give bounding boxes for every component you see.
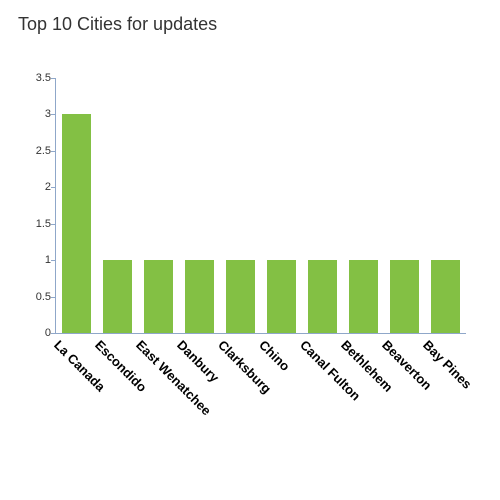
y-tick-label: 3.5 <box>21 72 51 84</box>
y-tick-label: 1.5 <box>21 218 51 230</box>
y-tick-label: 3 <box>21 108 51 120</box>
bar <box>185 260 215 333</box>
y-tick-mark <box>51 114 56 115</box>
bar <box>308 260 338 333</box>
y-tick-label: 2.5 <box>21 145 51 157</box>
bar <box>390 260 420 333</box>
bar <box>267 260 297 333</box>
chart-title: Top 10 Cities for updates <box>0 0 500 43</box>
y-tick-label: 2 <box>21 181 51 193</box>
y-tick-label: 1 <box>21 254 51 266</box>
chart-area: 00.511.522.533.5La CanadaEscondidoEast W… <box>55 78 465 333</box>
y-tick-mark <box>51 78 56 79</box>
y-tick-mark <box>51 187 56 188</box>
y-tick-label: 0 <box>21 327 51 339</box>
y-tick-label: 0.5 <box>21 291 51 303</box>
bar <box>431 260 461 333</box>
y-tick-mark <box>51 260 56 261</box>
y-tick-mark <box>51 297 56 298</box>
plot-area: 00.511.522.533.5La CanadaEscondidoEast W… <box>55 78 466 334</box>
y-tick-mark <box>51 224 56 225</box>
bar <box>226 260 256 333</box>
y-tick-mark <box>51 151 56 152</box>
bar <box>144 260 174 333</box>
y-tick-mark <box>51 333 56 334</box>
bar <box>349 260 379 333</box>
bar <box>103 260 133 333</box>
bar <box>62 114 92 333</box>
